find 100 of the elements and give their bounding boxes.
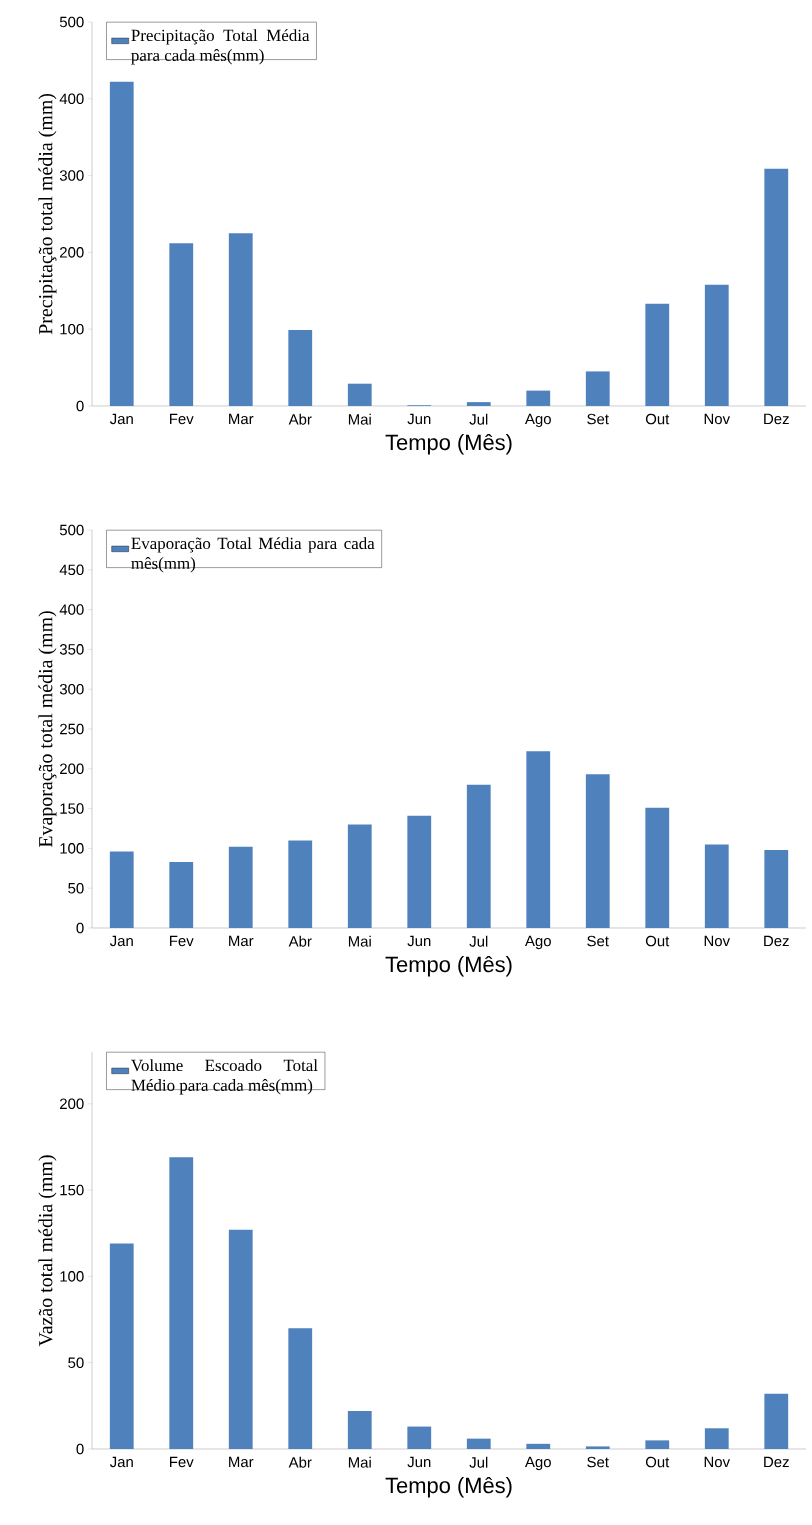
y-tick-label: 500: [59, 524, 84, 536]
x-tick-label: Nov: [704, 935, 730, 947]
y-tick-label: 200: [60, 763, 84, 775]
y-tick-label: 100: [60, 323, 84, 335]
x-axis-title: Tempo (Mês): [385, 955, 512, 977]
x-tick-label: Jul: [469, 1456, 488, 1468]
x-tick-label: Dez: [764, 1456, 789, 1468]
bar: [169, 243, 194, 406]
bar: [109, 1243, 134, 1449]
bar: [347, 383, 372, 406]
legend-label: Precipitação Total Média para cada mês(mm): [131, 29, 310, 65]
x-tick-label: Out: [645, 1456, 670, 1468]
x-tick-label: Dez: [764, 935, 789, 947]
x-tick-label: Set: [587, 935, 609, 947]
bar: [466, 402, 491, 406]
x-tick-label: Jun: [407, 413, 431, 425]
bar: [466, 784, 491, 928]
x-tick-label: Dez: [764, 413, 789, 425]
x-tick-label: Abr: [288, 935, 312, 947]
bar: [288, 840, 313, 928]
bar: [347, 824, 372, 928]
y-tick-label: 200: [60, 1098, 84, 1110]
x-tick-label: Mar: [229, 413, 254, 425]
x-tick-label: Nov: [704, 1456, 730, 1468]
y-tick-label: 450: [59, 564, 84, 576]
bar: [109, 81, 134, 406]
y-tick-label: 400: [59, 604, 84, 615]
y-tick-label: 500: [59, 16, 84, 28]
y-tick-label: 300: [59, 683, 84, 695]
y-tick-label: 400: [59, 93, 84, 105]
bar: [764, 168, 789, 406]
x-tick-label: Out: [645, 413, 670, 425]
x-tick-label: Jan: [109, 935, 133, 947]
x-tick-label: Ago: [525, 935, 551, 950]
x-tick-label: Jan: [109, 413, 133, 425]
y-tick-label: 50: [68, 882, 84, 894]
bar: [526, 390, 551, 406]
y-tick-label: 0: [76, 922, 84, 934]
bar: [645, 807, 670, 928]
x-axis-title: Tempo (Mês): [385, 1477, 512, 1498]
y-tick-label: 50: [68, 1357, 84, 1368]
y-axis-title: Vazão total média (mm): [38, 1155, 57, 1347]
y-tick-label: 0: [76, 400, 84, 412]
x-tick-label: Mai: [348, 935, 371, 947]
y-axis-title: Precipitação total média (mm): [38, 93, 57, 335]
bar: [526, 751, 551, 928]
x-tick-label: Nov: [704, 413, 730, 425]
bar: [526, 1443, 551, 1449]
y-tick-label: 100: [60, 1271, 84, 1282]
y-tick-label: 200: [60, 247, 84, 258]
y-axis-title: Evaporação total média (mm): [38, 611, 57, 848]
x-tick-label: Fev: [170, 413, 194, 425]
x-tick-label: Jun: [407, 935, 431, 947]
y-tick-label: 150: [60, 803, 84, 814]
y-tick-label: 150: [60, 1184, 84, 1196]
x-tick-label: Set: [587, 413, 609, 425]
x-tick-label: Fev: [170, 935, 194, 947]
x-tick-label: Jul: [469, 413, 488, 425]
bar: [228, 233, 253, 406]
y-tick-label: 250: [60, 723, 84, 735]
bar: [288, 1328, 313, 1449]
x-tick-label: Mar: [229, 935, 254, 947]
bar: [585, 1446, 610, 1449]
bar: [288, 329, 313, 406]
x-axis-title: Tempo (Mês): [385, 433, 512, 455]
x-tick-label: Ago: [525, 1456, 551, 1471]
y-tick-label: 300: [59, 170, 84, 181]
x-tick-label: Jun: [407, 1456, 431, 1468]
bar: [347, 1411, 372, 1449]
bar: [585, 774, 610, 928]
y-tick-label: 100: [60, 843, 84, 854]
x-tick-label: Mai: [348, 413, 371, 425]
bar: [228, 1229, 253, 1449]
bar: [704, 1428, 729, 1449]
bar: [764, 849, 789, 928]
bar: [407, 815, 432, 928]
x-tick-label: Abr: [288, 413, 312, 425]
bar: [585, 371, 610, 406]
x-tick-label: Ago: [525, 413, 551, 428]
x-tick-label: Out: [645, 935, 670, 947]
bar: [169, 1157, 194, 1449]
x-tick-label: Abr: [288, 1456, 312, 1468]
x-tick-label: Mar: [229, 1456, 254, 1468]
x-tick-label: Jul: [469, 935, 488, 947]
bar: [704, 844, 729, 928]
bar: [466, 1438, 491, 1449]
bar: [169, 861, 194, 928]
bar: [109, 851, 134, 928]
x-tick-label: Fev: [170, 1456, 194, 1468]
bar: [764, 1393, 789, 1449]
x-tick-label: Set: [587, 1456, 609, 1468]
legend-label: Evaporação Total Média para cada mês(mm): [131, 537, 375, 573]
legend-label: Volume Escoado Total Médio para cada mês(mm): [131, 1059, 318, 1095]
y-tick-label: 0: [76, 1443, 84, 1455]
y-tick-label: 350: [59, 644, 84, 655]
bar: [228, 846, 253, 928]
bar: [645, 1440, 670, 1449]
x-tick-label: Mai: [348, 1456, 371, 1468]
bar: [704, 284, 729, 406]
bar: [407, 1426, 432, 1449]
